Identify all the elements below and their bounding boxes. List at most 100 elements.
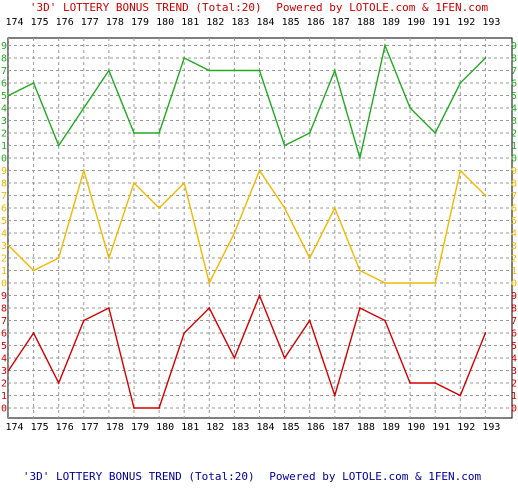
series-point-1 (32, 82, 35, 84)
digit-label-right: 0 (511, 404, 517, 415)
digit-label-right: 3 (511, 366, 517, 377)
x-tick-label-bottom: 185 (282, 422, 300, 433)
digit-label-left: 0 (1, 404, 7, 415)
digit-label-left: 7 (1, 191, 7, 202)
x-tick-label-top: 188 (357, 17, 375, 28)
x-tick-label-top: 191 (432, 17, 450, 28)
digit-label-right: 2 (511, 129, 517, 140)
series-point-3 (459, 394, 462, 397)
series-point-2 (409, 282, 411, 284)
grid-lines (7, 37, 513, 419)
digit-label-left: 8 (1, 179, 7, 190)
series-point-3 (208, 307, 211, 309)
series-point-3 (32, 332, 35, 334)
series-point-3 (82, 319, 85, 322)
digit-label-left: 6 (1, 329, 7, 340)
digit-label-right: 8 (511, 179, 517, 190)
x-tick-label-top: 189 (382, 17, 400, 28)
series-point-3 (434, 382, 437, 384)
series-point-1 (108, 69, 110, 72)
x-tick-label-top: 176 (56, 17, 74, 28)
series-point-1 (359, 157, 361, 159)
x-tick-label-bottom: 176 (56, 422, 74, 433)
x-tick-label-top: 175 (31, 17, 49, 28)
series-line-3 (7, 293, 487, 409)
series-point-3 (108, 307, 110, 309)
series-point-3 (333, 394, 336, 397)
series-point-2 (108, 257, 110, 259)
digit-label-left: 6 (1, 79, 7, 90)
series-point-2 (233, 232, 236, 234)
chart-title-bottom: '3D' LOTTERY BONUS TREND (Total:20) Powe… (23, 470, 482, 483)
digit-label-right: 6 (511, 79, 517, 90)
series-point-2 (384, 282, 386, 284)
x-tick-label-top: 190 (407, 17, 425, 28)
digit-label-left: 5 (1, 341, 7, 352)
digit-label-right: 4 (511, 229, 517, 240)
digit-label-right: 0 (511, 279, 517, 290)
x-tick-label-bottom: 187 (332, 422, 350, 433)
digit-label-left: 9 (1, 41, 7, 52)
digit-label-right: 5 (511, 91, 517, 102)
series-point-1 (208, 69, 211, 72)
series-point-1 (233, 69, 236, 72)
digit-label-right: 3 (511, 241, 517, 252)
series-point-1 (333, 69, 336, 72)
series-point-2 (308, 257, 311, 259)
digit-label-left: 8 (1, 304, 7, 315)
x-tick-label-bottom: 189 (382, 422, 400, 433)
series-line-1 (8, 43, 486, 159)
digit-label-left: 4 (1, 354, 7, 365)
title-bottom-powered: Powered by LOTOLE.com & 1FEN.com (269, 470, 481, 483)
digit-label-right: 8 (511, 54, 517, 65)
series-point-3 (57, 382, 60, 384)
x-tick-label-top: 187 (332, 17, 350, 28)
series-point-1 (7, 94, 10, 97)
x-tick-label-top: 185 (282, 17, 300, 28)
series-point-2 (333, 207, 336, 209)
series-point-2 (359, 269, 361, 272)
series-point-2 (434, 282, 437, 284)
series-point-1 (57, 144, 60, 147)
digit-label-left: 1 (1, 391, 7, 402)
digit-label-left: 3 (1, 366, 7, 377)
x-tick-label-bottom: 191 (432, 422, 450, 433)
series-point-3 (158, 407, 161, 409)
x-tick-label-top: 179 (131, 17, 149, 28)
series-point-2 (484, 194, 487, 197)
x-tick-label-bottom: 193 (482, 422, 500, 433)
chart-title-top: '3D' LOTTERY BONUS TREND (Total:20) Powe… (30, 1, 489, 14)
series-point-3 (308, 319, 311, 322)
x-tick-label-bottom: 181 (181, 422, 199, 433)
series-point-1 (459, 82, 462, 84)
x-tick-label-top: 174 (5, 17, 23, 28)
x-tick-label-bottom: 177 (81, 422, 99, 433)
series-point-3 (133, 407, 135, 409)
series-point-2 (158, 207, 161, 209)
tick-labels: 1741741751751761761771771781781791791801… (1, 17, 517, 433)
x-tick-label-bottom: 184 (256, 422, 274, 433)
digit-label-right: 0 (511, 154, 517, 165)
digit-label-left: 5 (1, 216, 7, 227)
digit-label-right: 6 (511, 204, 517, 215)
digit-label-right: 4 (511, 104, 517, 115)
x-tick-label-bottom: 179 (131, 422, 149, 433)
x-tick-label-top: 182 (206, 17, 224, 28)
digit-label-right: 3 (511, 116, 517, 127)
x-tick-label-top: 186 (307, 17, 325, 28)
x-tick-label-top: 193 (482, 17, 500, 28)
series-line-2 (8, 167, 486, 285)
digit-label-left: 3 (1, 241, 7, 252)
x-tick-label-top: 180 (156, 17, 174, 28)
digit-label-right: 1 (511, 266, 517, 277)
x-tick-label-bottom: 186 (307, 422, 325, 433)
x-tick-label-bottom: 175 (31, 422, 49, 433)
digit-label-right: 7 (511, 191, 517, 202)
series-point-1 (183, 57, 186, 59)
series-point-3 (409, 382, 411, 384)
series-point-1 (82, 107, 85, 109)
digit-label-right: 4 (511, 354, 517, 365)
digit-label-left: 5 (1, 91, 7, 102)
digit-label-left: 2 (1, 379, 7, 390)
x-tick-label-bottom: 180 (156, 422, 174, 433)
